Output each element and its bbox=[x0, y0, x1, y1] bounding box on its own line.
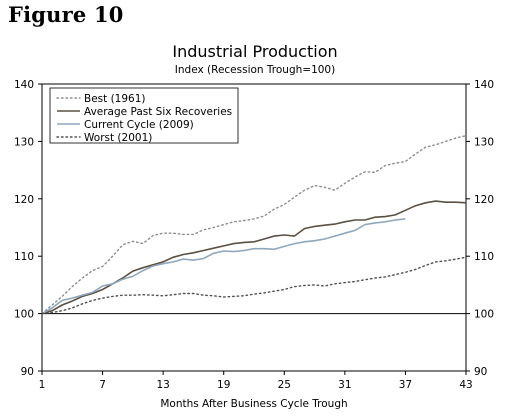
x-tick-label: 7 bbox=[99, 379, 106, 391]
chart-title: Industrial Production bbox=[172, 42, 337, 61]
chart-subtitle: Index (Recession Trough=100) bbox=[175, 64, 335, 76]
x-tick-label: 1 bbox=[39, 379, 46, 391]
y-tick-label-right: 120 bbox=[474, 194, 494, 206]
series-line-3 bbox=[41, 256, 467, 315]
x-tick-label: 25 bbox=[278, 379, 291, 391]
y-tick-label-right: 110 bbox=[474, 251, 494, 263]
y-tick-label-right: 130 bbox=[474, 136, 494, 148]
y-tick-label-left: 90 bbox=[21, 366, 34, 378]
series-line-2 bbox=[41, 218, 406, 315]
x-tick-label: 43 bbox=[459, 379, 472, 391]
legend-label-0: Best (1961) bbox=[84, 93, 146, 105]
legend: Best (1961)Average Past Six RecoveriesCu… bbox=[49, 87, 239, 144]
x-tick-label: 13 bbox=[156, 379, 169, 391]
y-tick-label-left: 140 bbox=[14, 79, 34, 91]
legend-label-1: Average Past Six Recoveries bbox=[84, 106, 232, 118]
legend-label-3: Worst (2001) bbox=[84, 132, 152, 144]
y-tick-label-left: 110 bbox=[14, 251, 34, 263]
y-tick-label-right: 90 bbox=[474, 366, 487, 378]
legend-label-2: Current Cycle (2009) bbox=[84, 119, 194, 131]
y-tick-label-right: 140 bbox=[474, 79, 494, 91]
x-axis-label: Months After Business Cycle Trough bbox=[160, 398, 347, 410]
y-tick-label-left: 100 bbox=[14, 309, 34, 321]
x-tick-label: 37 bbox=[399, 379, 412, 391]
x-tick-label: 31 bbox=[338, 379, 351, 391]
plot-frame bbox=[41, 83, 467, 372]
y-tick-label-right: 100 bbox=[474, 309, 494, 321]
x-tick-label: 19 bbox=[217, 379, 230, 391]
y-tick-label-left: 130 bbox=[14, 136, 34, 148]
y-tick-label-left: 120 bbox=[14, 194, 34, 206]
figure-label: Figure 10 bbox=[8, 2, 124, 27]
legend-box bbox=[49, 87, 239, 144]
series-line-1 bbox=[41, 200, 467, 315]
series-line-0 bbox=[41, 134, 467, 315]
